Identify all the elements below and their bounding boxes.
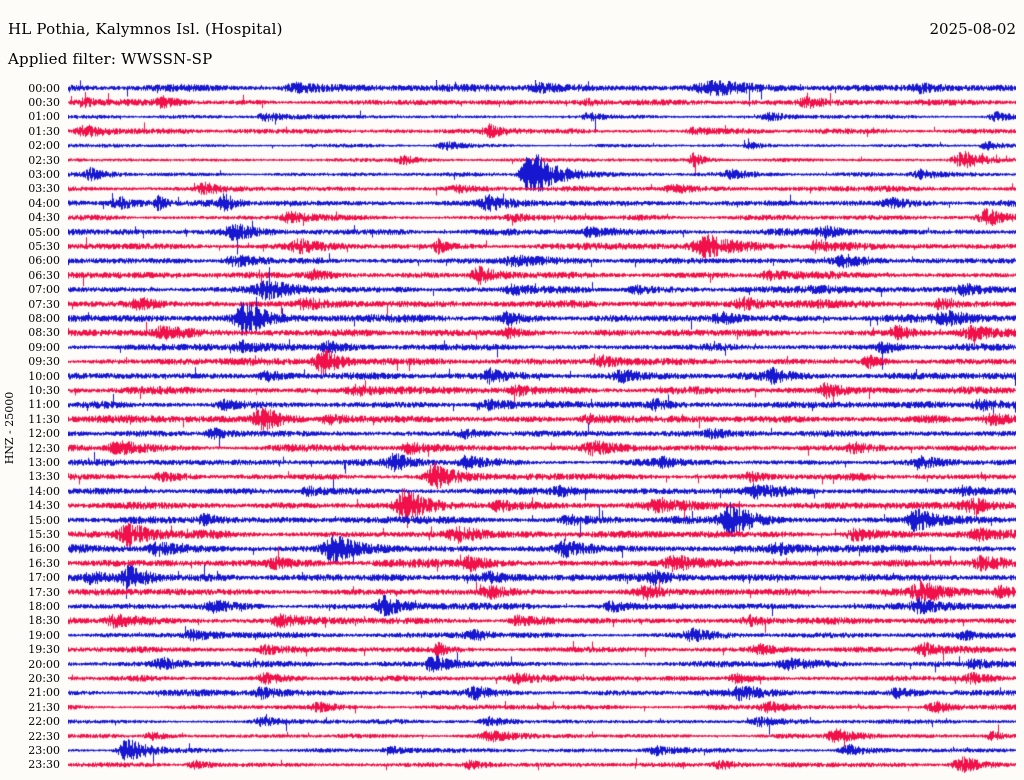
time-label: 23:00 [28, 743, 60, 757]
time-label: 01:30 [28, 124, 60, 138]
time-label: 17:30 [28, 585, 60, 599]
time-label: 20:00 [28, 657, 60, 671]
time-label: 22:30 [28, 729, 60, 743]
time-label: 04:30 [28, 211, 60, 225]
time-axis: 00:00 00:30 01:00 01:30 02:00 02:30 03:00 03:30… [0, 80, 61, 778]
time-label: 00:30 [28, 95, 60, 109]
time-label: 17:00 [28, 571, 60, 585]
time-label: 13:30 [28, 470, 60, 484]
time-label: 10:00 [28, 369, 60, 383]
time-label: 23:30 [28, 758, 60, 772]
time-label: 08:30 [28, 326, 60, 340]
time-label: 05:30 [28, 239, 60, 253]
time-label: 13:00 [28, 455, 60, 469]
time-label: 20:30 [28, 671, 60, 685]
time-label: 22:00 [28, 715, 60, 729]
time-label: 07:00 [28, 283, 60, 297]
seismogram-canvas [68, 80, 1016, 778]
time-label: 19:00 [28, 628, 60, 642]
time-label: 00:00 [28, 81, 60, 95]
time-label: 14:30 [28, 499, 60, 513]
time-label: 11:00 [28, 398, 60, 412]
time-label: 04:00 [28, 196, 60, 210]
filter-label: Applied filter: WWSSN-SP [8, 50, 213, 68]
time-label: 06:30 [28, 268, 60, 282]
time-label: 21:00 [28, 686, 60, 700]
time-label: 14:00 [28, 484, 60, 498]
time-label: 03:30 [28, 182, 60, 196]
station-title: HL Pothia, Kalymnos Isl. (Hospital) [8, 20, 283, 38]
time-label: 15:00 [28, 513, 60, 527]
time-label: 16:00 [28, 542, 60, 556]
time-label: 09:00 [28, 340, 60, 354]
time-label: 05:00 [28, 225, 60, 239]
time-label: 12:00 [28, 427, 60, 441]
time-label: 03:00 [28, 167, 60, 181]
time-label: 01:00 [28, 110, 60, 124]
time-label: 18:30 [28, 614, 60, 628]
time-label: 02:00 [28, 139, 60, 153]
time-label: 11:30 [28, 412, 60, 426]
time-label: 07:30 [28, 297, 60, 311]
time-label: 18:00 [28, 599, 60, 613]
time-label: 09:30 [28, 355, 60, 369]
time-label: 16:30 [28, 556, 60, 570]
time-label: 15:30 [28, 527, 60, 541]
plot-date: 2025-08-02 [929, 20, 1016, 38]
time-label: 10:30 [28, 383, 60, 397]
time-label: 02:30 [28, 153, 60, 167]
time-label: 12:30 [28, 441, 60, 455]
time-label: 19:30 [28, 643, 60, 657]
time-label: 06:00 [28, 254, 60, 268]
time-label: 21:30 [28, 700, 60, 714]
time-label: 08:00 [28, 311, 60, 325]
